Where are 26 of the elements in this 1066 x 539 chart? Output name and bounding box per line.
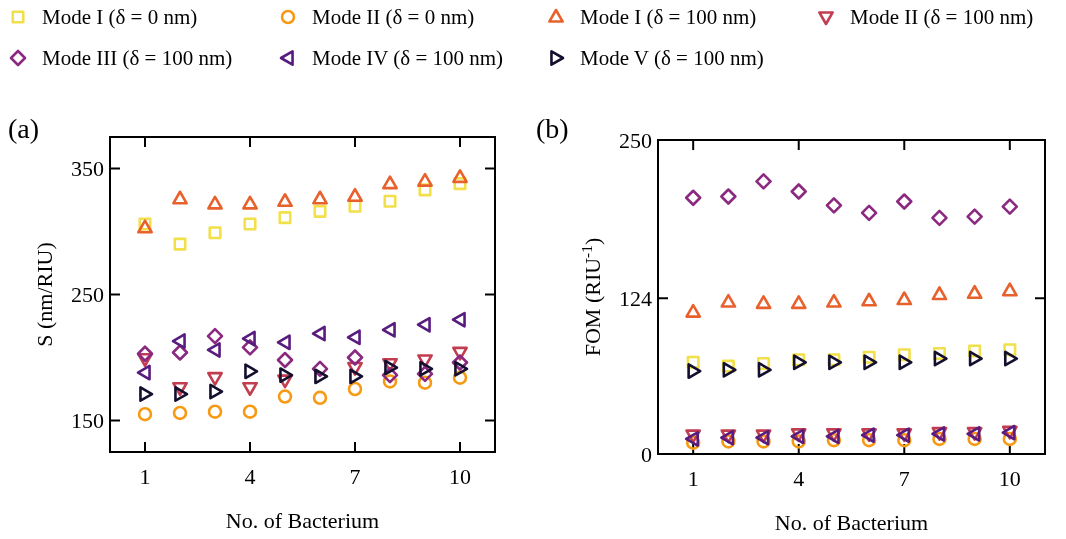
x-tick-label: 1	[687, 466, 699, 491]
x-axis-title: No. of Bacterium	[774, 510, 929, 535]
y-tick-label: 250	[619, 127, 652, 153]
legend-label: Mode II (δ = 100 nm)	[850, 5, 1034, 30]
y-tick-label: 124	[619, 285, 652, 311]
y-tick-label: 250	[71, 282, 104, 308]
x-tick-label: 4	[244, 464, 256, 489]
y-tick-label: 350	[71, 156, 104, 182]
x-tick-label: 10	[449, 464, 471, 489]
y-axis-title: S (nm/RIU)	[32, 242, 57, 347]
legend-label: Mode I (δ = 100 nm)	[580, 5, 757, 30]
chart-title: (a)	[8, 113, 40, 144]
legend-label: Mode V (δ = 100 nm)	[580, 46, 764, 71]
chart-title: (b)	[536, 113, 569, 144]
x-axis-title: No. of Bacterium	[225, 508, 380, 533]
y-tick-label: 150	[71, 408, 104, 434]
legend-label: Mode II (δ = 0 nm)	[312, 5, 475, 30]
x-tick-label: 10	[998, 466, 1021, 491]
legend-label: Mode IV (δ = 100 nm)	[312, 46, 504, 71]
x-tick-label: 7	[898, 466, 910, 491]
x-tick-label: 1	[139, 464, 151, 489]
legend-label: Mode III (δ = 100 nm)	[42, 46, 233, 71]
legend-label: Mode I (δ = 0 nm)	[42, 5, 198, 30]
x-tick-label: 7	[349, 464, 361, 489]
x-tick-label: 4	[793, 466, 805, 491]
y-tick-label: 0	[641, 441, 652, 467]
